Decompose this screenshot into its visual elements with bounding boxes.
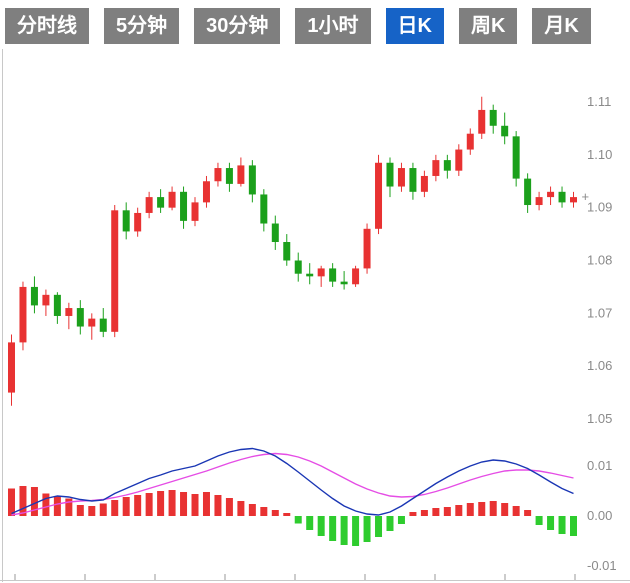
macd-axis-label: -0.01 (587, 558, 617, 573)
tab-weekly[interactable]: 周K (458, 8, 518, 44)
price-axis-label: 1.10 (587, 147, 612, 162)
tab-5min[interactable]: 5分钟 (104, 8, 180, 44)
price-axis-label: 1.05 (587, 411, 612, 426)
macd-axis-label: 0.00 (587, 508, 612, 523)
price-axis-label: 1.09 (587, 200, 612, 215)
timeframe-tabs: 分时线 5分钟 30分钟 1小时 日K 周K 月K (0, 0, 630, 49)
macd-axis-labels: 0.01 0.00 -0.01 (587, 458, 617, 573)
tab-30min[interactable]: 30分钟 (194, 8, 281, 44)
chart-frame (0, 49, 630, 582)
price-axis-label: 1.11 (587, 94, 611, 109)
price-axis-label: 1.06 (587, 358, 612, 373)
tab-daily[interactable]: 日K (385, 8, 444, 44)
macd-histogram (8, 486, 577, 546)
last-price-marker: + (582, 189, 590, 204)
dea-line (11, 452, 574, 516)
price-axis-labels: 1.11 1.10 1.09 1.08 1.07 1.06 1.05 (587, 94, 612, 426)
price-axis-label: 1.08 (587, 253, 612, 268)
tab-timeline[interactable]: 分时线 (5, 8, 89, 44)
price-axis-label: 1.07 (587, 305, 612, 320)
chart-canvas[interactable]: 1.11 1.10 1.09 1.08 1.07 1.06 1.05 0.01 0.00 -0.0… (0, 49, 630, 582)
dif-line (11, 447, 574, 516)
tab-1hour[interactable]: 1小时 (295, 8, 371, 44)
macd-axis-label: 0.01 (587, 458, 612, 473)
candlestick-macd-chart: 1.11 1.10 1.09 1.08 1.07 1.06 1.05 0.01 0.00 -0.0… (0, 49, 630, 582)
plus-marker: + (582, 189, 590, 204)
x-axis-ticks (14, 574, 576, 580)
tab-monthly[interactable]: 月K (532, 8, 591, 44)
candles-layer (8, 96, 577, 406)
